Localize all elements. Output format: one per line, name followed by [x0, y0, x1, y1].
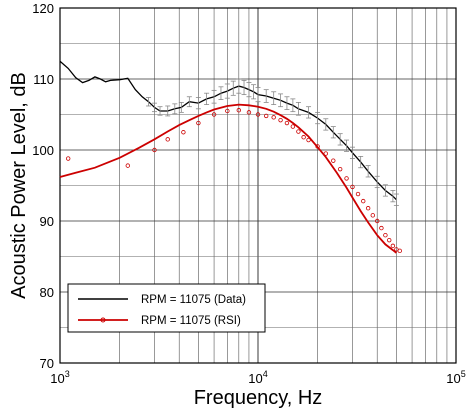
legend-label-data: RPM = 11075 (Data) [141, 294, 246, 306]
data-point [383, 232, 388, 238]
data-point [390, 243, 396, 249]
data-point [263, 113, 269, 119]
data-point [152, 147, 157, 153]
series-layer [59, 60, 402, 254]
data-point [355, 191, 361, 197]
data-point [284, 120, 290, 126]
series-line [59, 103, 397, 254]
series-rpm-11075-rsi- [59, 103, 397, 254]
data-point [387, 237, 392, 243]
tick-labels: 70 80 90 100 110 120 103 104 105 [32, 1, 465, 386]
data-point [379, 225, 384, 231]
y-tick-label: 80 [40, 285, 54, 300]
y-tick-label: 70 [40, 356, 54, 371]
legend-label-rsi: RPM = 11075 (RSI) [141, 315, 241, 327]
x-tick-label: 105 [446, 369, 465, 386]
data-point [344, 176, 349, 181]
y-tick-label: 90 [40, 214, 54, 229]
data-point [278, 117, 283, 123]
axes [59, 7, 457, 364]
legend-marker-rsi [100, 317, 106, 323]
x-tick-label: 103 [50, 369, 69, 386]
legend: RPM = 11075 (Data) RPM = 11075 (RSI) [67, 283, 266, 333]
data-point [350, 184, 355, 190]
data-point [290, 124, 296, 129]
data-point [125, 163, 130, 168]
data-point [236, 108, 242, 113]
y-axis-title: Acoustic Power Level, dB [8, 72, 30, 299]
y-tick-label: 110 [33, 72, 54, 87]
data-point [296, 129, 301, 134]
data-point [271, 115, 276, 120]
data-point [211, 112, 217, 117]
y-tick-label: 120 [32, 1, 54, 16]
data-point [255, 112, 261, 117]
data-point [323, 151, 328, 156]
data-point [65, 156, 71, 161]
data-point [165, 137, 170, 142]
series-line [59, 60, 397, 201]
data-point [181, 130, 186, 135]
data-point [315, 144, 320, 149]
data-point [370, 213, 375, 218]
data-point [365, 206, 371, 211]
x-axis-title: Frequency, Hz [194, 387, 323, 409]
data-point [225, 108, 230, 114]
y-tick-label: 100 [32, 143, 54, 158]
series-rsi-markers [65, 108, 402, 254]
data-point [246, 110, 252, 115]
data-point [397, 248, 402, 254]
plot-frame [59, 7, 457, 364]
x-tick-label: 104 [248, 369, 267, 386]
data-point [337, 166, 343, 172]
data-point [331, 158, 336, 163]
data-point [301, 135, 306, 140]
data-point [361, 198, 366, 204]
series-rpm-11075-data- [59, 60, 399, 206]
data-point [196, 120, 201, 126]
data-point [306, 137, 311, 143]
data-point [375, 218, 380, 224]
legend-box [67, 283, 266, 333]
